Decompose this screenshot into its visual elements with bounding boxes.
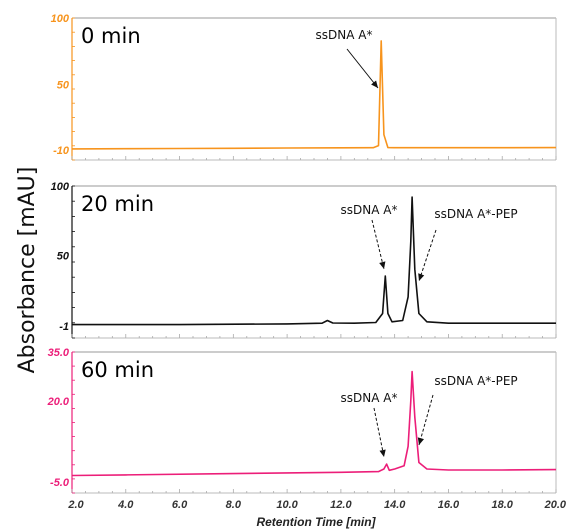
x-tick-label: 10.0 <box>276 499 298 511</box>
x-axis-label: Retention Time [min] <box>256 515 376 529</box>
y-tick-label: 100 <box>51 181 70 193</box>
x-axis-ticks: 2.0 4.0 6.0 8.0 10.0 12.0 14.0 16.0 18.0 20.0 <box>67 499 567 511</box>
annotation-arrow <box>371 219 385 270</box>
panel-0: 100 50 -10 0 min ssDNA A* <box>51 13 557 161</box>
x-tick-label: 2.0 <box>67 499 84 511</box>
peak-annotation-label: ssDNA A*-PEP <box>434 374 517 388</box>
x-tick-label: 14.0 <box>384 499 406 511</box>
peak-annotation-label: ssDNA A*-PEP <box>434 207 517 221</box>
peak-annotation-label: ssDNA A* <box>341 391 398 405</box>
chart-panels: 100 50 -10 0 min ssDNA A* 100 50 -1 20 min ssDNA … <box>47 13 557 494</box>
x-tick-label: 4.0 <box>117 499 134 511</box>
chromatogram-trace <box>72 196 556 326</box>
annotation-arrowhead <box>379 261 386 269</box>
y-tick-label: 50 <box>57 80 70 92</box>
y-tick-label: 20.0 <box>47 396 70 408</box>
panel-title: 20 min <box>81 192 154 216</box>
y-tick-label: 35.0 <box>48 347 70 359</box>
peak-annotation-label: ssDNA A* <box>316 28 373 42</box>
annotation-arrow <box>418 229 437 282</box>
annotation-arrow <box>418 394 434 446</box>
y-tick-label: 50 <box>57 250 70 262</box>
panel-2: 35.0 20.0 -5.0 60 min ssDNA A* ssDNA A*-PEP <box>47 347 557 494</box>
annotation-arrowhead <box>417 437 424 445</box>
x-tick-label: 18.0 <box>492 499 514 511</box>
y-tick-label: -10 <box>53 145 70 157</box>
annotation-arrowhead <box>379 449 386 457</box>
y-tick-label: -1 <box>59 321 69 333</box>
chromatogram-trace <box>71 40 557 150</box>
x-tick-label: 16.0 <box>438 499 460 511</box>
panel-title: 0 min <box>81 24 141 48</box>
chromatogram-trace <box>71 370 557 477</box>
annotation-arrowhead <box>371 80 378 88</box>
x-tick-label: 20.0 <box>544 499 567 511</box>
annotation-arrow <box>373 407 385 458</box>
peak-annotation-label: ssDNA A* <box>341 203 398 217</box>
y-axis-label: Absorbance [mAU] <box>15 167 40 374</box>
y-tick-label: -5.0 <box>50 477 70 489</box>
panel-1: 100 50 -1 20 min ssDNA A* ssDNA A*-PEP <box>51 181 557 339</box>
y-tick-label: 100 <box>51 13 70 25</box>
annotation-arrowhead <box>418 273 425 281</box>
panel-title: 60 min <box>81 358 154 382</box>
x-tick-label: 6.0 <box>172 499 188 511</box>
annotation-arrow <box>346 48 379 89</box>
x-tick-label: 12.0 <box>330 499 352 511</box>
x-tick-label: 8.0 <box>226 499 242 511</box>
